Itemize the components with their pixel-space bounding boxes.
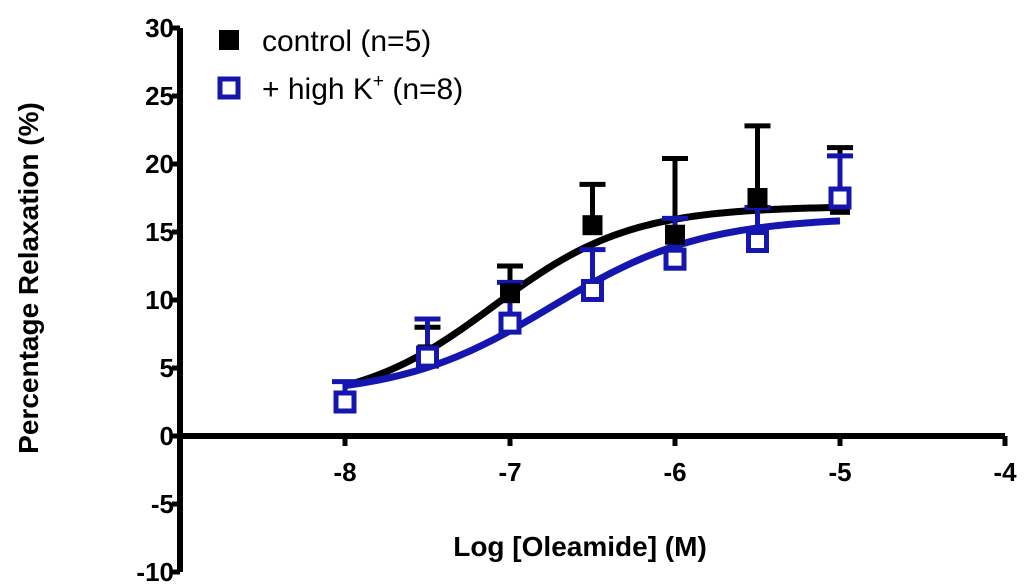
x-tick-label: -7 [498, 457, 521, 487]
legend-label: + high K+ (n=8) [262, 71, 463, 106]
legend-label: control (n=5) [262, 25, 431, 58]
y-tick-label: 0 [160, 421, 174, 451]
y-tick-label: -10 [136, 557, 174, 584]
x-tick-label: -8 [333, 457, 356, 487]
data-point [828, 186, 852, 210]
data-point [747, 188, 768, 208]
data-point [663, 247, 687, 271]
y-tick-label: -5 [151, 489, 174, 519]
legend: control (n=5) + high K+ (n=8) [217, 25, 463, 106]
x-tick-label: -6 [663, 457, 686, 487]
y-tick-label: 25 [145, 81, 174, 111]
data-point [416, 345, 439, 369]
legend-marker [217, 76, 241, 100]
axes [172, 25, 1008, 575]
data-points [333, 186, 852, 414]
data-point [746, 230, 769, 254]
y-tick-label: 10 [145, 285, 174, 315]
x-axis-title: Log [Oleamide] (M) [453, 531, 707, 562]
data-point [665, 224, 685, 245]
data-point [582, 215, 603, 236]
y-tick-label: 30 [145, 13, 174, 43]
data-point [500, 283, 520, 304]
y-tick-label: 5 [160, 353, 174, 383]
x-tick-label: -5 [828, 457, 851, 487]
legend-marker [219, 30, 239, 50]
x-tick-label: -4 [993, 457, 1017, 487]
data-point [333, 390, 357, 414]
data-point [498, 311, 522, 335]
y-tick-label: 15 [145, 217, 174, 247]
y-tick-label: 20 [145, 149, 174, 179]
y-axis-title: Percentage Relaxation (%) [13, 102, 44, 454]
tick-labels: -10 -5 0 5 10 15 20 25 30 -8 -7 -6 -5 -4 [136, 13, 1017, 584]
data-point [581, 278, 604, 302]
